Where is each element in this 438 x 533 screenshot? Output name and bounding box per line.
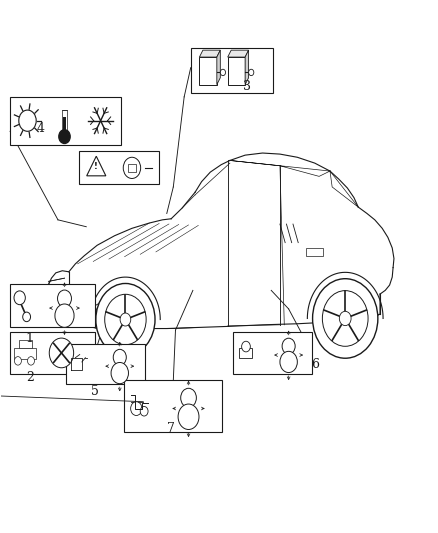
Circle shape — [220, 69, 226, 76]
Bar — [10, 332, 95, 374]
Text: 3: 3 — [243, 80, 251, 93]
Circle shape — [322, 290, 368, 346]
Circle shape — [28, 357, 35, 365]
Text: !: ! — [94, 163, 98, 171]
Circle shape — [249, 69, 254, 76]
Bar — [127, 164, 136, 172]
Polygon shape — [87, 156, 106, 176]
Circle shape — [123, 157, 141, 179]
Circle shape — [313, 279, 378, 358]
Bar — [306, 248, 322, 256]
Circle shape — [105, 294, 146, 345]
Polygon shape — [245, 50, 249, 85]
Circle shape — [19, 110, 36, 131]
Text: 7: 7 — [167, 422, 175, 435]
Text: 5: 5 — [91, 385, 99, 398]
Circle shape — [131, 402, 142, 416]
Circle shape — [181, 389, 196, 407]
Bar — [124, 380, 222, 432]
Text: 2: 2 — [26, 372, 34, 384]
Circle shape — [178, 404, 199, 430]
Circle shape — [59, 130, 70, 143]
Bar — [63, 117, 66, 135]
Circle shape — [111, 362, 128, 384]
Bar — [62, 110, 67, 136]
Bar — [191, 47, 273, 93]
Polygon shape — [228, 50, 249, 57]
Circle shape — [96, 284, 155, 356]
Polygon shape — [217, 50, 220, 85]
Bar — [19, 340, 32, 348]
Bar — [233, 332, 312, 374]
Bar — [228, 57, 245, 85]
Bar — [66, 344, 145, 384]
Polygon shape — [199, 50, 220, 57]
Text: 1: 1 — [26, 332, 34, 344]
Circle shape — [23, 312, 31, 321]
Bar — [239, 348, 252, 358]
Circle shape — [14, 291, 25, 305]
Text: 6: 6 — [311, 358, 319, 371]
Circle shape — [280, 351, 297, 373]
Circle shape — [120, 313, 131, 326]
Circle shape — [55, 304, 74, 327]
Text: 4: 4 — [36, 122, 45, 135]
Circle shape — [57, 290, 71, 307]
Circle shape — [113, 349, 126, 365]
Circle shape — [282, 338, 295, 354]
Circle shape — [339, 311, 351, 326]
Circle shape — [140, 407, 148, 416]
Bar — [10, 284, 95, 327]
Circle shape — [242, 341, 251, 352]
Bar — [79, 151, 159, 184]
Bar — [10, 97, 121, 144]
Circle shape — [49, 338, 74, 368]
Bar — [14, 348, 36, 359]
Circle shape — [14, 357, 21, 365]
Bar — [199, 57, 217, 85]
